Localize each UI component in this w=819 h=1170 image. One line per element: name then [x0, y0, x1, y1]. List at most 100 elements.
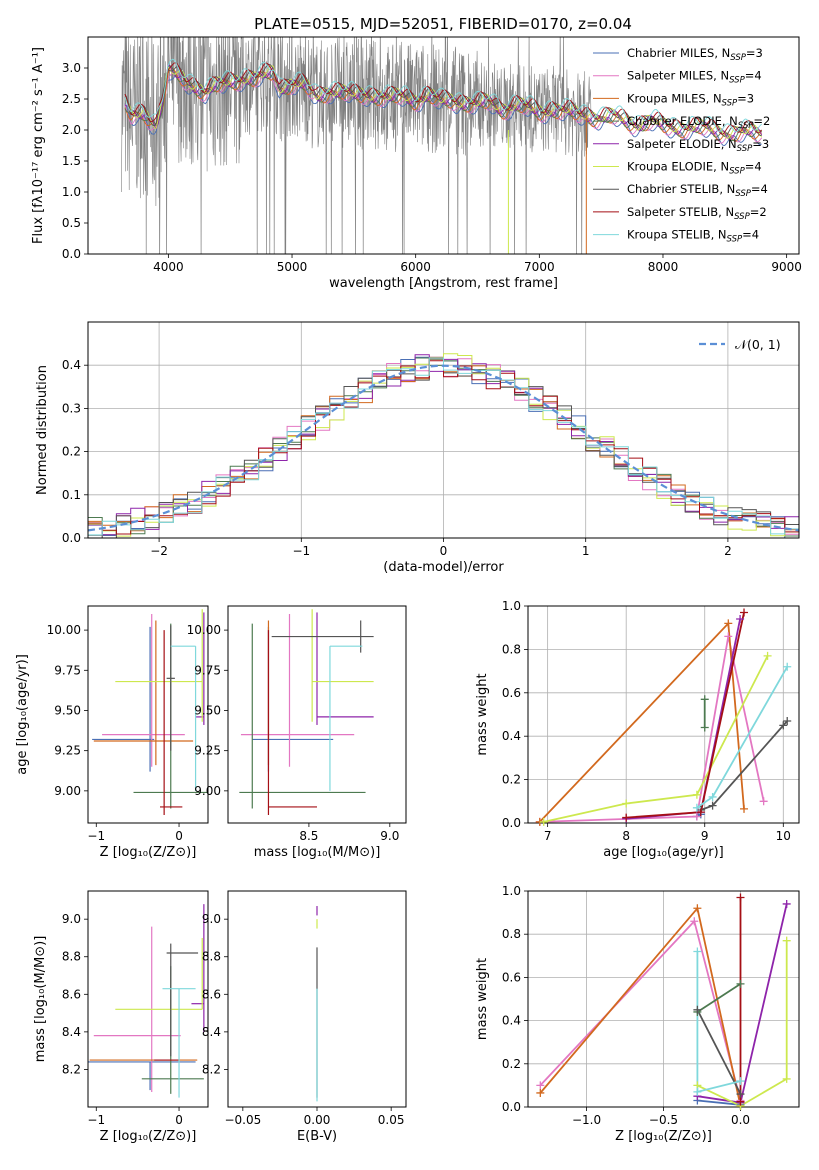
y-tick-label: 0.4 [502, 729, 521, 743]
weight-marker [693, 1087, 702, 1096]
panel-mass-vs-ebv: −0.05 0.00 0.05 8.2 8.4 8.6 8.8 9.0 E(B-V) [202, 890, 407, 1144]
weight-marker [736, 979, 745, 988]
y-tick-label: 9.00 [54, 784, 81, 798]
errorbar-point [160, 630, 183, 815]
weight-marker [779, 721, 788, 730]
weight-marker [708, 801, 717, 810]
x-tick-label: −2 [150, 544, 168, 558]
legend-label: Kroupa MILES, N [627, 91, 722, 105]
x-tick-label: 1 [582, 544, 590, 558]
weight-marker [690, 917, 699, 926]
y-tick-label: 0.3 [62, 401, 81, 415]
legend-tail: =3 [737, 91, 754, 105]
legend-tail: =2 [753, 114, 770, 128]
y-tick-label: 8.8 [62, 950, 81, 964]
errorbar-point [329, 645, 363, 791]
errorbar-point [271, 620, 374, 653]
weight-marker [736, 615, 745, 624]
panel-age-vs-mass: 8.5 9.0 9.00 9.25 9.50 9.75 10.00 mass [log₁₀(M… [187, 605, 407, 860]
y-tick-label: 8.8 [202, 950, 221, 964]
y-tick-label: 8.4 [62, 1025, 81, 1039]
legend-subscript: SSP [729, 167, 745, 177]
x-tick-label: 7000 [524, 260, 555, 274]
x-tick-label: 0.0 [731, 1113, 750, 1127]
y-tick-label: 9.75 [54, 663, 81, 677]
weight-marker [693, 904, 702, 913]
x-axis-label: E(B-V) [297, 1129, 337, 1144]
panel-spectrum: 4000 5000 6000 7000 8000 9000 0.0 0.5 1.0 1.5 2.0 2… [31, 36, 802, 291]
y-tick-label: 2.0 [62, 123, 81, 137]
weight-marker [700, 695, 709, 704]
legend-entry: 𝒩(0, 1) [735, 337, 781, 352]
y-tick-label: 0.2 [502, 1057, 521, 1071]
legend-entry: Kroupa ELODIE, NSSP=4 [627, 160, 762, 177]
x-tick-label: −0.5 [649, 1113, 678, 1127]
y-tick-label: 0.4 [62, 358, 81, 372]
weight-marker [783, 717, 792, 726]
weight-marker [692, 812, 701, 821]
model-spectrum [124, 58, 762, 133]
panel-weight-vs-age: 7 8 9 10 0.0 0.2 0.4 0.6 0.8 1.0 age [log₁₀(age/yr… [475, 599, 800, 860]
x-tick-label: 7 [544, 829, 552, 843]
y-tick-label: 9.0 [202, 912, 221, 926]
panel-age-vs-Z: −1 0 9.00 9.25 9.50 9.75 10.00 Z [log₁₀(Z/Z⊙)] a… [15, 605, 209, 860]
legend-entry: Salpeter STELIB, NSSP=2 [627, 205, 767, 222]
errorbar-point [267, 630, 317, 815]
legend-tail: =4 [742, 228, 759, 242]
legend-entry: Chabrier STELIB, NSSP=4 [627, 182, 768, 199]
x-tick-label: −0.05 [224, 1113, 261, 1127]
weight-marker [782, 899, 791, 908]
weight-series-line [696, 983, 741, 1013]
errorbar-point [239, 623, 366, 809]
model-spectrum [124, 67, 762, 142]
y-tick-label: 8.2 [62, 1062, 81, 1076]
y-tick-label: 0.0 [62, 247, 81, 261]
y-axis-label: mass weight [475, 673, 490, 755]
panels: 4000 5000 6000 7000 8000 90000.00.51.01.52.02… [15, 36, 802, 1144]
y-tick-label: 8.6 [202, 987, 221, 1001]
x-axis-label: age [log₁₀(age/yr)] [603, 845, 724, 860]
y-tick-label: 0.2 [502, 773, 521, 787]
legend-tail: =3 [752, 137, 769, 151]
y-tick-label: 9.50 [54, 703, 81, 717]
weight-marker [693, 1005, 702, 1014]
y-tick-label: 9.25 [54, 744, 81, 758]
errorbar-point [93, 620, 194, 766]
y-axis-label: Flux [fλ10⁻¹⁷ erg cm⁻² s⁻¹ A⁻¹] [31, 47, 46, 244]
y-axis-label: age [log₁₀(age/yr)] [15, 654, 30, 775]
legend-tail: =4 [745, 160, 762, 174]
weight-marker [740, 608, 749, 617]
weight-marker [740, 804, 749, 813]
legend-entry: Salpeter MILES, NSSP=4 [627, 69, 762, 86]
weight-marker [622, 813, 631, 822]
y-tick-label: 1.0 [502, 599, 521, 613]
x-tick-label: 6000 [400, 260, 431, 274]
weight-series-line [543, 655, 769, 823]
x-tick-label: −1 [87, 829, 105, 843]
y-tick-label: 0.0 [502, 1100, 521, 1114]
y-tick-label: 0.4 [502, 1014, 521, 1028]
figure-title: PLATE=0515, MJD=52051, FIBERID=0170, z=0… [254, 15, 632, 33]
errorbar-point [115, 937, 203, 1010]
legend-label: Salpeter MILES, N [627, 69, 729, 83]
legend-entry: Chabrier MILES, NSSP=3 [627, 46, 763, 63]
y-axis-label: mass [log₁₀(M/M⊙)] [33, 936, 48, 1063]
weight-marker [708, 792, 717, 801]
y-tick-label: 8.6 [62, 987, 81, 1001]
weight-marker [783, 662, 792, 671]
weight-marker [692, 790, 701, 799]
legend-label: Salpeter STELIB, N [627, 205, 734, 219]
weight-series-line [700, 720, 788, 811]
y-tick-label: 9.50 [194, 703, 221, 717]
y-tick-label: 0.8 [502, 642, 521, 656]
legend-entry: Chabrier ELODIE, NSSP=2 [627, 114, 770, 131]
legend-subscript: SSP [735, 189, 751, 199]
legend-label: Chabrier STELIB, N [627, 182, 735, 196]
legend-label: Kroupa ELODIE, N [627, 160, 729, 174]
y-tick-label: 8.4 [202, 1025, 221, 1039]
y-tick-label: 1.5 [62, 154, 81, 168]
weight-series-line [696, 1009, 742, 1095]
model-spectrum [124, 64, 763, 140]
